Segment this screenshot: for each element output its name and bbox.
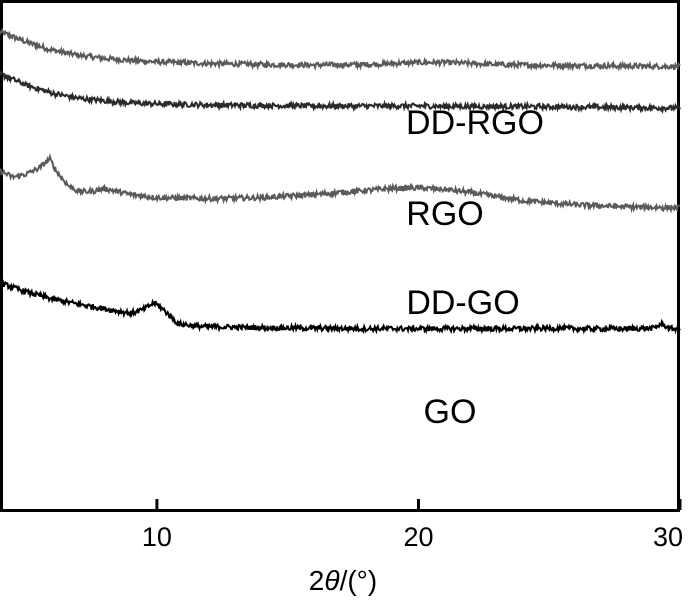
series-label-rgo: RGO — [406, 195, 483, 233]
plot-frame — [0, 0, 680, 512]
x-tick-label: 10 — [142, 522, 172, 552]
x-tick-label: 30 — [653, 522, 683, 552]
series-line-go — [0, 279, 681, 335]
series-label-dd-rgo: DD-RGO — [406, 104, 544, 142]
series-line-dd-go — [0, 153, 681, 214]
series-labels: DD-RGO RGO DD-GO GO — [406, 104, 544, 431]
series-line-dd-rgo — [0, 27, 681, 72]
series-group — [0, 27, 681, 335]
series-label-go: GO — [424, 393, 477, 431]
series-line-rgo — [0, 70, 681, 115]
series-label-dd-go: DD-GO — [406, 284, 519, 322]
x-tick-label: 20 — [403, 522, 433, 552]
x-axis-label: 2θ/(°) — [309, 565, 377, 596]
x-ticks: 10 20 30 — [142, 499, 683, 552]
